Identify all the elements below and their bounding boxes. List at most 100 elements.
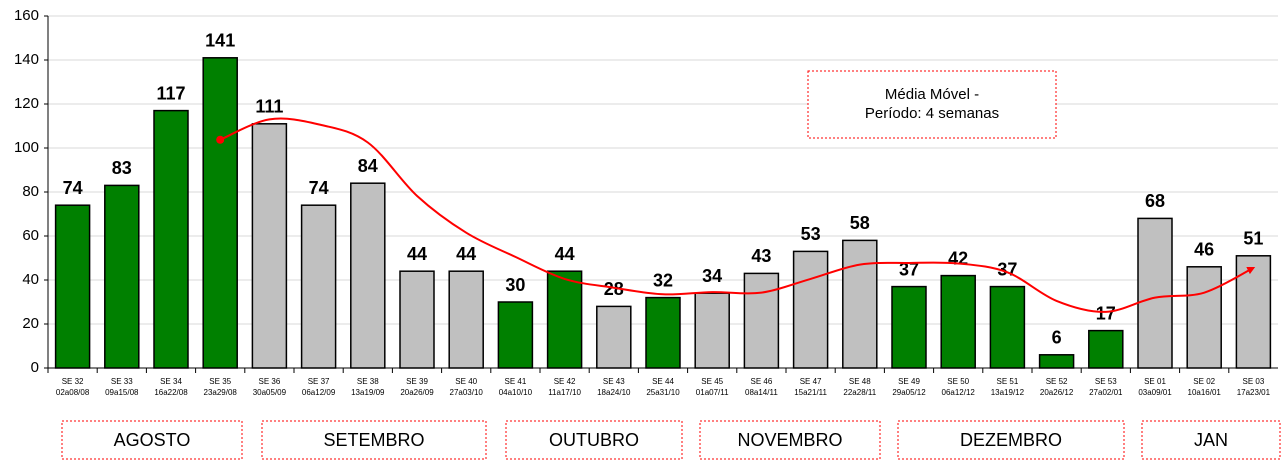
bar	[300, 204, 337, 369]
bar	[153, 109, 189, 369]
bar	[448, 270, 484, 369]
data-label: 43	[751, 246, 771, 266]
y-tick-label: 120	[14, 95, 39, 112]
data-label: 37	[899, 259, 919, 279]
bar	[1186, 266, 1222, 369]
y-tick-label: 80	[22, 183, 39, 200]
x-tick-label: 20a26/12	[1040, 388, 1074, 397]
bar	[792, 250, 829, 369]
bar	[1137, 217, 1173, 369]
x-tick-label: SE 47	[800, 377, 822, 386]
month-box	[699, 420, 881, 460]
x-tick-label: 15a21/11	[794, 388, 827, 397]
bar	[1088, 329, 1124, 369]
data-label: 68	[1145, 191, 1165, 211]
x-tick-label: 27a03/10	[450, 388, 484, 397]
x-tick-label: SE 49	[898, 377, 920, 386]
bar	[399, 270, 435, 369]
bar	[645, 296, 681, 369]
moving-average-line	[219, 117, 1256, 313]
annotation-text: Média Móvel -	[885, 86, 979, 103]
x-tick-label: SE 34	[160, 377, 182, 386]
y-tick-label: 100	[14, 139, 39, 156]
data-label: 58	[850, 213, 870, 233]
bar	[497, 301, 534, 369]
y-tick-label: 0	[31, 359, 39, 376]
month-label: SETEMBRO	[323, 430, 424, 450]
bar	[596, 305, 632, 369]
x-tick-label: SE 48	[849, 377, 871, 386]
x-tick-label: SE 38	[357, 377, 379, 386]
bar	[1038, 354, 1075, 369]
y-tick-label: 40	[22, 271, 39, 288]
data-label: 6	[1052, 328, 1062, 348]
x-tick-label: SE 41	[505, 377, 527, 386]
bar	[989, 285, 1026, 369]
x-tick-label: 13a19/09	[351, 388, 385, 397]
data-label: 74	[309, 178, 329, 198]
x-tick-label: SE 44	[652, 377, 674, 386]
x-tick-label: 29a05/12	[892, 388, 926, 397]
x-tick-label: SE 03	[1243, 377, 1265, 386]
data-label: 44	[456, 244, 476, 264]
bar	[350, 182, 386, 369]
x-tick-label: SE 35	[209, 377, 231, 386]
month-box	[897, 420, 1125, 460]
data-label: 32	[653, 270, 673, 290]
bar	[743, 272, 780, 369]
month-label: AGOSTO	[114, 430, 191, 450]
x-tick-label: SE 51	[997, 377, 1019, 386]
x-tick-label: SE 37	[308, 377, 330, 386]
x-tick-label: 08a14/11	[745, 388, 778, 397]
x-tick-label: 06a12/12	[942, 388, 976, 397]
bar	[940, 274, 976, 369]
month-label: DEZEMBRO	[960, 430, 1062, 450]
data-label: 46	[1194, 240, 1214, 260]
x-tick-label: SE 36	[259, 377, 281, 386]
bar	[104, 184, 140, 369]
data-label: 83	[112, 158, 132, 178]
x-tick-label: SE 39	[406, 377, 428, 386]
x-tick-label: 13a19/12	[991, 388, 1025, 397]
annotation-text: Período: 4 semanas	[865, 105, 999, 122]
month-label: NOVEMBRO	[737, 430, 842, 450]
bar	[1235, 255, 1272, 369]
x-tick-label: SE 45	[701, 377, 723, 386]
bar	[546, 270, 583, 369]
x-tick-label: 27a02/01	[1089, 388, 1123, 397]
data-label: 30	[505, 275, 525, 295]
x-tick-label: 06a12/09	[302, 388, 336, 397]
bar	[694, 292, 730, 369]
x-tick-label: SE 40	[455, 377, 477, 386]
month-box	[261, 420, 487, 460]
bar	[202, 57, 238, 369]
x-tick-label: 02a08/08	[56, 388, 90, 397]
data-label: 28	[604, 279, 624, 299]
month-label: JAN	[1194, 430, 1228, 450]
data-label: 84	[358, 156, 378, 176]
x-tick-label: 18a24/10	[597, 388, 631, 397]
x-tick-label: 23a29/08	[204, 388, 238, 397]
moving-average-start	[216, 135, 225, 144]
x-tick-label: SE 43	[603, 377, 625, 386]
x-tick-label: SE 50	[947, 377, 969, 386]
bar	[891, 285, 927, 369]
data-label: 53	[801, 224, 821, 244]
x-tick-label: 25a31/10	[646, 388, 680, 397]
x-tick-label: 09a15/08	[105, 388, 139, 397]
data-label: 51	[1243, 229, 1263, 249]
x-tick-label: 16a22/08	[154, 388, 188, 397]
data-label: 44	[555, 244, 575, 264]
x-tick-label: SE 02	[1193, 377, 1215, 386]
bar	[54, 204, 91, 369]
x-tick-label: SE 53	[1095, 377, 1117, 386]
data-label: 34	[702, 266, 722, 286]
data-label: 117	[156, 83, 185, 103]
x-tick-label: SE 52	[1046, 377, 1068, 386]
annotation-box	[807, 70, 1057, 139]
data-label: 141	[205, 31, 235, 51]
x-tick-label: SE 46	[751, 377, 773, 386]
x-tick-label: SE 01	[1144, 377, 1166, 386]
data-label: 42	[948, 248, 968, 268]
